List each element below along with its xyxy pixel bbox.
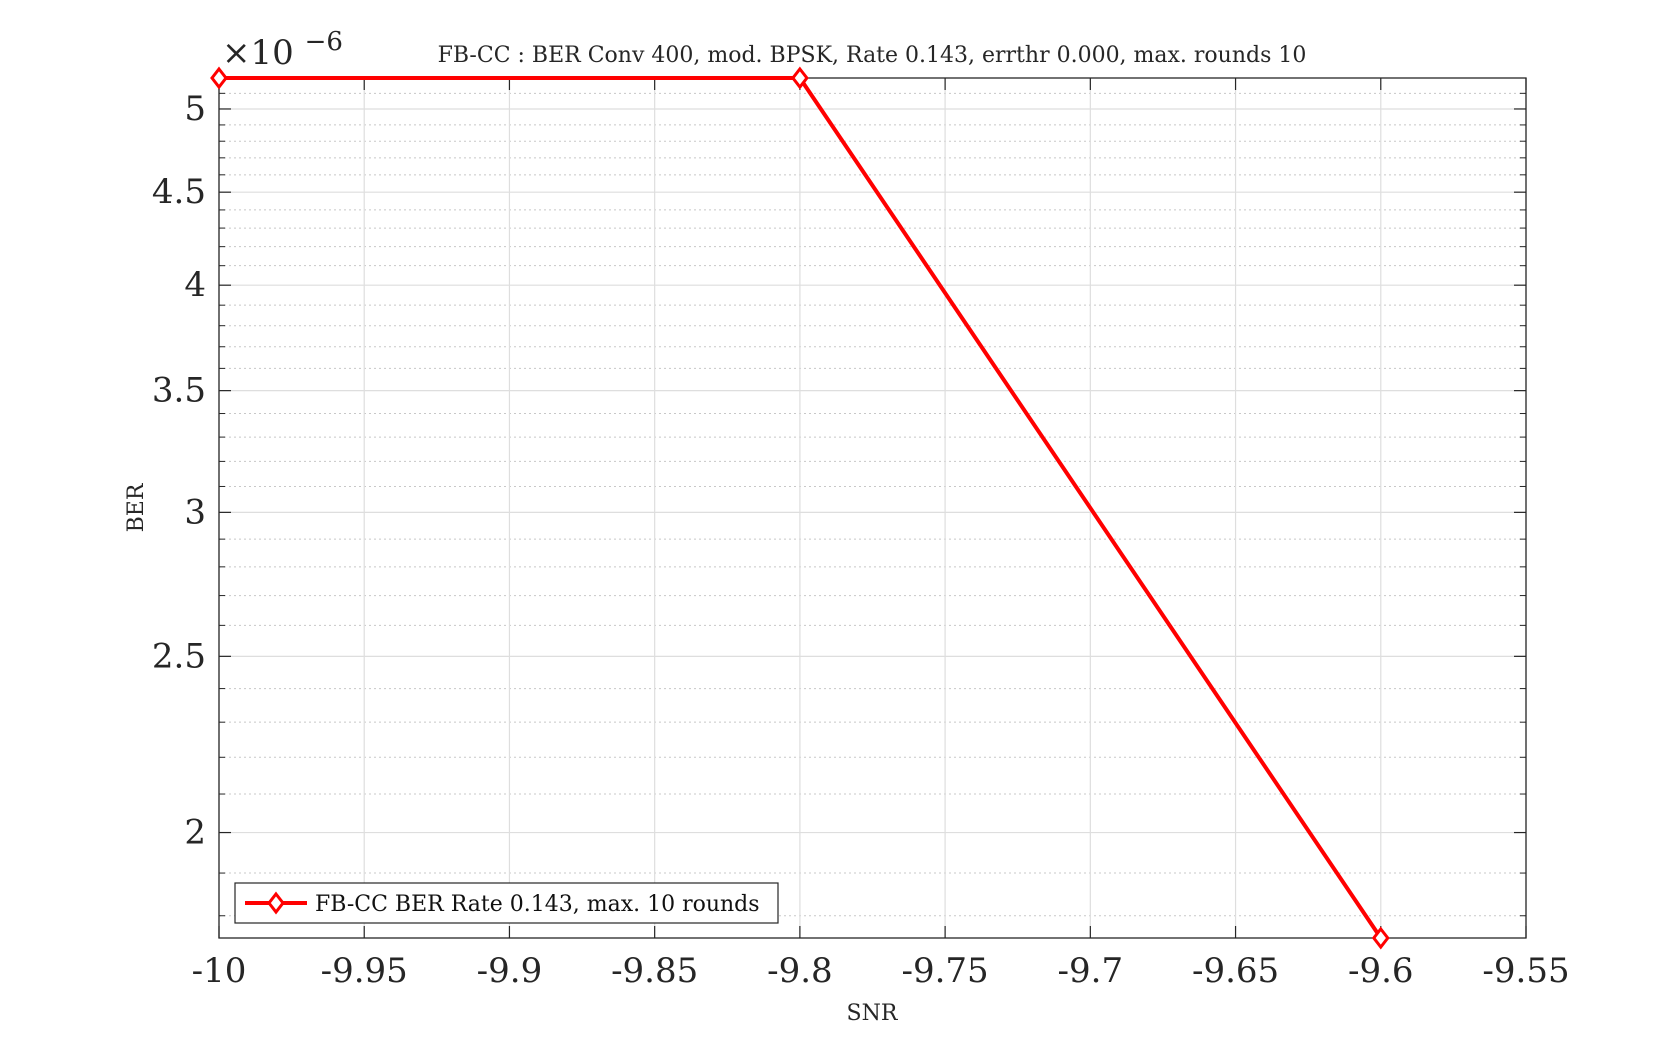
legend-box <box>234 882 779 924</box>
plot-area <box>219 78 1526 938</box>
y-tick-labels: 2 2.5 3 3.5 4 4.5 5 <box>152 89 206 853</box>
data-point-marker <box>210 66 228 90</box>
series-layer <box>210 66 1390 950</box>
x-tick-label: -9.55 <box>1482 951 1569 991</box>
legend-marker-diamond <box>267 891 285 915</box>
x-tick-label: -9.75 <box>902 951 989 991</box>
y-tick-label: 2 <box>184 813 206 853</box>
chart-title: FB-CC : BER Conv 400, mod. BPSK, Rate 0.… <box>438 43 1307 68</box>
data-point-marker <box>790 66 809 90</box>
x-axis-label: SNR <box>847 1001 899 1026</box>
y-tick-label: 4.5 <box>152 172 206 212</box>
y-tick-label: 5 <box>184 89 206 129</box>
y-axis-exponent-base: ×10 <box>222 33 294 73</box>
x-tick-label: -9.9 <box>477 951 543 991</box>
x-tick-label: -9.95 <box>321 951 408 991</box>
x-tick-label: -10 <box>192 951 247 991</box>
x-tick-label: -9.8 <box>767 951 833 991</box>
y-tick-label: 3.5 <box>152 371 206 411</box>
x-tick-label: -9.65 <box>1192 951 1279 991</box>
x-tick-label: -9.7 <box>1058 951 1124 991</box>
legend-label: FB-CC BER Rate 0.143, max. 10 rounds <box>315 892 760 917</box>
x-tick-label: -9.85 <box>611 951 698 991</box>
y-tick-label: 4 <box>184 265 206 305</box>
y-tick-label: 3 <box>184 492 206 532</box>
y-axis-exponent: ×10 −6 <box>222 27 343 73</box>
y-tick-label: 2.5 <box>152 636 206 676</box>
x-tick-label: -9.6 <box>1348 951 1414 991</box>
y-axis-exponent-power: −6 <box>305 27 343 57</box>
major-grid <box>218 78 1527 938</box>
legend: FB-CC BER Rate 0.143, max. 10 rounds <box>234 882 779 924</box>
y-axis-label: BER <box>124 482 149 532</box>
data-point-marker <box>1371 926 1390 950</box>
x-tick-labels: -10 -9.95 -9.9 -9.85 -9.8 -9.75 -9.7 -9.65 -9.6 -… <box>192 951 1570 991</box>
plot-frame <box>218 77 1527 939</box>
